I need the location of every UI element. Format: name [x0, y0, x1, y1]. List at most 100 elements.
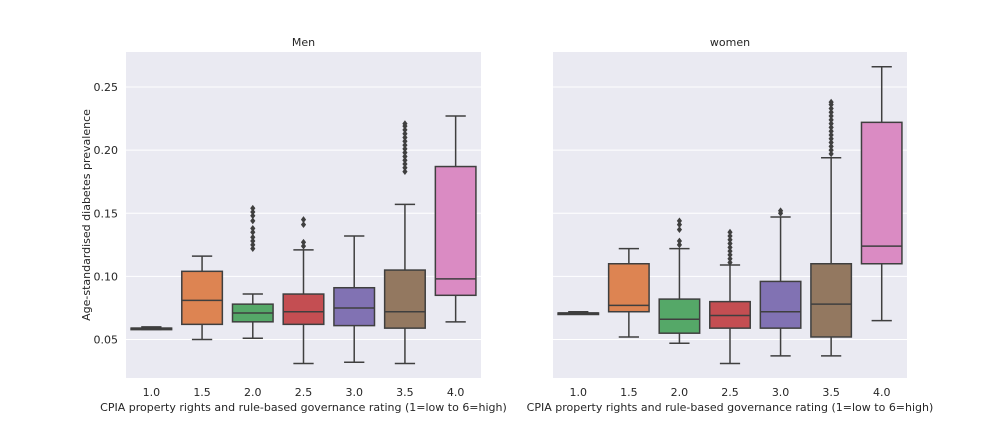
box-body — [282, 293, 325, 326]
box-1-5 — [607, 247, 650, 338]
outlier-point — [828, 108, 834, 116]
y-tick-label: 0.25 — [94, 81, 119, 94]
x-tick-label: 1.0 — [570, 386, 588, 399]
outlier-point — [828, 105, 834, 112]
box-body — [434, 165, 477, 297]
box-body — [181, 270, 224, 326]
x-axis-label: CPIA property rights and rule-based gove… — [100, 401, 507, 414]
x-tick-label: 3.0 — [772, 386, 790, 399]
outlier-point — [402, 134, 408, 141]
outlier-point — [676, 217, 683, 225]
outlier-point — [402, 145, 408, 153]
box-body — [810, 263, 853, 338]
x-tick-label: 1.0 — [143, 386, 161, 399]
x-tick-label: 4.0 — [447, 386, 465, 399]
x-tick-label: 2.5 — [721, 386, 739, 399]
outlier-point — [727, 247, 733, 255]
x-tick-label: 3.5 — [822, 386, 840, 399]
outlier-point — [402, 149, 408, 157]
box-2-0 — [231, 204, 274, 339]
outlier-point — [402, 126, 408, 134]
box-body — [383, 269, 426, 329]
outlier-point — [402, 164, 408, 172]
x-tick-label: 1.5 — [620, 386, 638, 399]
outlier-point — [250, 237, 256, 245]
box-3-5 — [383, 120, 426, 365]
x-tick-label: 2.5 — [295, 386, 313, 399]
outlier-point — [402, 160, 408, 168]
box-4-0 — [860, 66, 903, 322]
panel-women: 1.0 1.5 2.0 2.5 3.0 3.5 4.0 women CPIA property … — [527, 36, 934, 414]
outlier-point — [828, 142, 834, 150]
outlier-point — [250, 233, 256, 241]
outlier-point — [727, 236, 733, 244]
box-3-0 — [759, 207, 802, 357]
x-tick-label: 3.0 — [345, 386, 363, 399]
outlier-point — [402, 153, 408, 160]
y-axis-label: Age-standardised diabetes prevalence — [80, 109, 93, 321]
x-tick-label: 2.0 — [244, 386, 262, 399]
outlier-point — [828, 131, 834, 139]
outlier-point — [727, 240, 733, 247]
outlier-point — [727, 259, 733, 266]
outlier-point — [250, 228, 256, 236]
outlier-point — [250, 204, 256, 212]
box-2-5 — [282, 216, 325, 365]
outlier-point — [676, 226, 683, 234]
outlier-point — [828, 112, 834, 120]
outlier-point — [402, 168, 408, 175]
outlier-point — [300, 216, 307, 223]
outlier-point — [300, 221, 307, 228]
y-tick-label: 0.15 — [94, 207, 119, 220]
outlier-point — [828, 135, 834, 143]
box-4-0 — [434, 115, 477, 323]
outlier-point — [828, 150, 834, 158]
panel-title: Men — [292, 36, 315, 49]
box-body — [333, 286, 376, 327]
x-tick-label: 1.5 — [193, 386, 211, 399]
y-tick-label: 0.20 — [94, 144, 119, 157]
outlier-point — [250, 241, 256, 249]
outlier-point — [828, 116, 834, 124]
box-body — [607, 263, 650, 313]
outlier-point — [402, 141, 408, 149]
outlier-point — [828, 120, 834, 127]
outlier-point — [402, 120, 408, 127]
outlier-point — [828, 124, 834, 131]
outlier-point — [727, 228, 733, 236]
outlier-point — [828, 139, 834, 146]
outlier-point — [300, 238, 307, 246]
x-tick-label: 3.5 — [396, 386, 414, 399]
outlier-point — [250, 212, 256, 220]
outlier-point — [676, 221, 683, 228]
box-2-0 — [658, 217, 701, 345]
outlier-point — [727, 232, 733, 240]
panel-men: 0.05 0.10 0.15 0.20 0.25 1.0 1.5 2.0 2.5 3.0 3.5 4.… — [80, 36, 507, 414]
box-1-0 — [557, 310, 600, 316]
box-body — [759, 280, 802, 329]
outlier-point — [828, 98, 834, 106]
outlier-point — [402, 130, 408, 138]
outlier-point — [250, 208, 256, 216]
box-3-0 — [333, 235, 376, 363]
outlier-point — [676, 237, 683, 245]
y-tick-label: 0.05 — [94, 334, 119, 347]
box-body — [658, 298, 701, 334]
box-1-0 — [130, 326, 173, 331]
x-tick-label: 4.0 — [873, 386, 891, 399]
box-body — [860, 121, 903, 265]
x-axis-label: CPIA property rights and rule-based gove… — [527, 401, 934, 414]
outlier-point — [828, 146, 834, 154]
panel-title: women — [710, 36, 750, 49]
box-1-5 — [181, 255, 224, 341]
outlier-point — [250, 245, 256, 252]
outlier-point — [727, 255, 733, 263]
outlier-point — [777, 207, 784, 215]
box-2-5 — [709, 228, 751, 365]
outlier-point — [402, 137, 408, 145]
x-tick-label: 2.0 — [671, 386, 689, 399]
outlier-point — [676, 241, 683, 249]
outlier-point — [250, 217, 256, 225]
outlier-point — [727, 243, 733, 251]
